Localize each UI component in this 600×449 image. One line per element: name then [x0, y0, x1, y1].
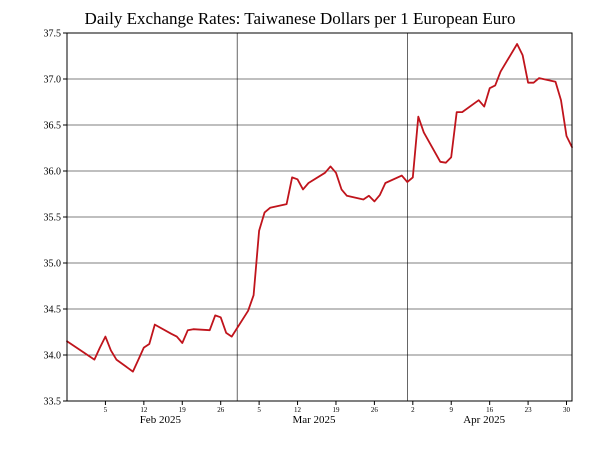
gridlines [67, 32, 572, 402]
x-tick-label: 12 [140, 406, 148, 414]
x-tick-label: 23 [525, 406, 533, 414]
y-tick-label: 35.5 [44, 213, 62, 224]
series-layer [66, 43, 573, 373]
x-tick-label: 19 [332, 406, 340, 414]
x-tick-label: 19 [179, 406, 187, 414]
x-tick-label: 5 [257, 406, 261, 414]
x-tick-label: 26 [371, 406, 379, 414]
axes: 33.5 34.0 34.5 35.0 35.5 36.0 36.5 37.0 37.5 5 12 1… [44, 29, 571, 427]
x-tick-label: 12 [294, 406, 302, 414]
x-tick-label: 26 [217, 406, 225, 414]
y-tick-label: 36.5 [44, 121, 62, 132]
y-tick-label: 33.5 [44, 397, 62, 408]
x-tick-label: 9 [449, 406, 453, 414]
x-month-label: Mar 2025 [292, 414, 336, 426]
x-tick-label: 5 [104, 406, 108, 414]
chart-title: Daily Exchange Rates: Taiwanese Dollars … [85, 9, 516, 28]
plot-frame [66, 32, 573, 402]
y-tick-label: 35.0 [44, 259, 62, 270]
y-tick-label: 34.0 [44, 351, 62, 362]
x-tick-label: 16 [486, 406, 494, 414]
x-tick-label: 30 [563, 406, 571, 414]
x-tick-label: 2 [411, 406, 415, 414]
series-line [66, 43, 573, 373]
y-tick-label: 37.5 [44, 29, 62, 40]
x-month-label: Apr 2025 [463, 414, 505, 426]
y-tick-label: 37.0 [44, 75, 62, 86]
y-tick-label: 36.0 [44, 167, 62, 178]
y-tick-label: 34.5 [44, 305, 62, 316]
x-month-label: Feb 2025 [140, 414, 182, 426]
